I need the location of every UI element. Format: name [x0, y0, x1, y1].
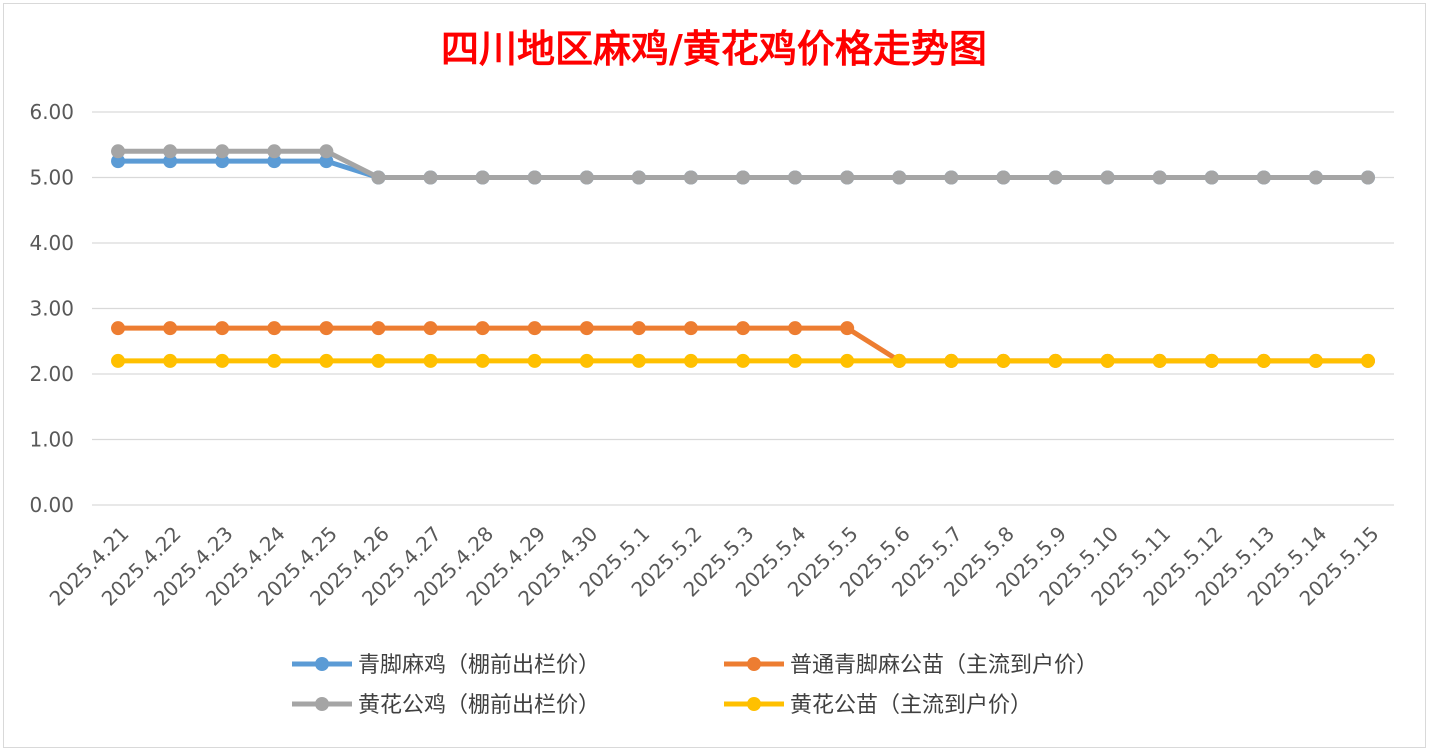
y-tick-label: 1.00 — [29, 428, 74, 452]
data-point — [944, 353, 959, 368]
data-point — [1204, 170, 1219, 185]
data-point — [840, 170, 855, 185]
data-point — [1360, 170, 1375, 185]
data-point — [267, 353, 282, 368]
data-point — [319, 154, 334, 169]
y-tick-label: 5.00 — [29, 166, 74, 190]
data-point — [840, 353, 855, 368]
y-axis-tick-labels: 0.00 1.00 2.00 3.00 4.00 5.00 6.00 — [29, 100, 74, 517]
data-point — [111, 353, 126, 368]
series-lines — [111, 144, 1375, 368]
data-point — [1256, 170, 1271, 185]
data-point — [215, 154, 230, 169]
data-point — [371, 321, 386, 336]
data-point — [111, 321, 126, 336]
data-point — [111, 144, 126, 159]
data-point — [579, 170, 594, 185]
legend-marker — [315, 657, 329, 671]
y-tick-label: 2.00 — [29, 362, 74, 386]
data-point — [163, 353, 178, 368]
data-point — [1100, 170, 1115, 185]
data-point — [892, 353, 907, 368]
legend-label: 黄花公鸡（棚前出栏价） — [358, 693, 600, 718]
data-point — [319, 321, 334, 336]
chart-title: 四川地区麻鸡/黄花鸡价格走势图 — [441, 26, 987, 71]
data-point — [631, 321, 646, 336]
data-point — [111, 154, 126, 169]
data-point — [840, 321, 855, 336]
data-point — [319, 353, 334, 368]
series-3 — [111, 353, 1375, 368]
data-point — [319, 144, 334, 159]
data-point — [788, 170, 803, 185]
legend-marker — [747, 657, 761, 671]
legend-label: 黄花公苗（主流到户价） — [790, 693, 1032, 718]
data-point — [683, 170, 698, 185]
data-point — [371, 353, 386, 368]
data-point — [163, 154, 178, 169]
data-point — [1204, 353, 1219, 368]
data-point — [1100, 353, 1115, 368]
legend-item[interactable]: 普通青脚麻公苗（主流到户价） — [724, 653, 1098, 678]
data-point — [215, 353, 230, 368]
data-point — [996, 170, 1011, 185]
data-point — [1048, 170, 1063, 185]
data-point — [527, 170, 542, 185]
data-point — [423, 170, 438, 185]
legend-label: 普通青脚麻公苗（主流到户价） — [790, 653, 1098, 678]
y-tick-label: 0.00 — [29, 493, 74, 517]
data-point — [267, 144, 282, 159]
data-point — [944, 170, 959, 185]
data-point — [1308, 353, 1323, 368]
data-point — [736, 170, 750, 185]
legend-item[interactable]: 黄花公鸡（棚前出栏价） — [292, 693, 600, 718]
data-point — [1048, 353, 1063, 368]
data-point — [423, 321, 438, 336]
data-point — [475, 321, 490, 336]
data-point — [579, 321, 594, 336]
data-point — [736, 353, 750, 368]
data-point — [996, 353, 1011, 368]
data-point — [1152, 170, 1167, 185]
data-point — [579, 353, 594, 368]
data-point — [631, 170, 646, 185]
data-point — [527, 353, 542, 368]
legend: 青脚麻鸡（棚前出栏价） 普通青脚麻公苗（主流到户价） 黄花公鸡（棚前出栏价） 黄花公苗… — [292, 653, 1098, 718]
data-point — [163, 144, 178, 159]
legend-item[interactable]: 黄花公苗（主流到户价） — [724, 693, 1032, 718]
data-point — [788, 353, 803, 368]
data-point — [475, 353, 490, 368]
data-point — [475, 170, 490, 185]
legend-marker — [747, 697, 761, 711]
y-tick-label: 6.00 — [29, 100, 74, 124]
data-point — [267, 321, 282, 336]
chart-frame — [3, 3, 1426, 748]
series-2 — [111, 144, 1375, 185]
data-point — [631, 353, 646, 368]
data-point — [215, 144, 230, 159]
legend-marker — [315, 697, 329, 711]
data-point — [371, 170, 386, 185]
data-point — [267, 154, 282, 169]
y-tick-label: 4.00 — [29, 231, 74, 255]
data-point — [892, 170, 907, 185]
data-point — [1308, 170, 1323, 185]
data-point — [163, 321, 178, 336]
data-point — [1152, 353, 1167, 368]
y-tick-label: 3.00 — [29, 297, 74, 321]
data-point — [1360, 353, 1375, 368]
data-point — [788, 321, 803, 336]
data-point — [683, 321, 698, 336]
data-point — [683, 353, 698, 368]
data-point — [736, 321, 750, 336]
data-point — [1256, 353, 1271, 368]
data-point — [423, 353, 438, 368]
data-point — [215, 321, 230, 336]
legend-item[interactable]: 青脚麻鸡（棚前出栏价） — [292, 653, 600, 678]
legend-label: 青脚麻鸡（棚前出栏价） — [358, 653, 600, 678]
data-point — [527, 321, 542, 336]
